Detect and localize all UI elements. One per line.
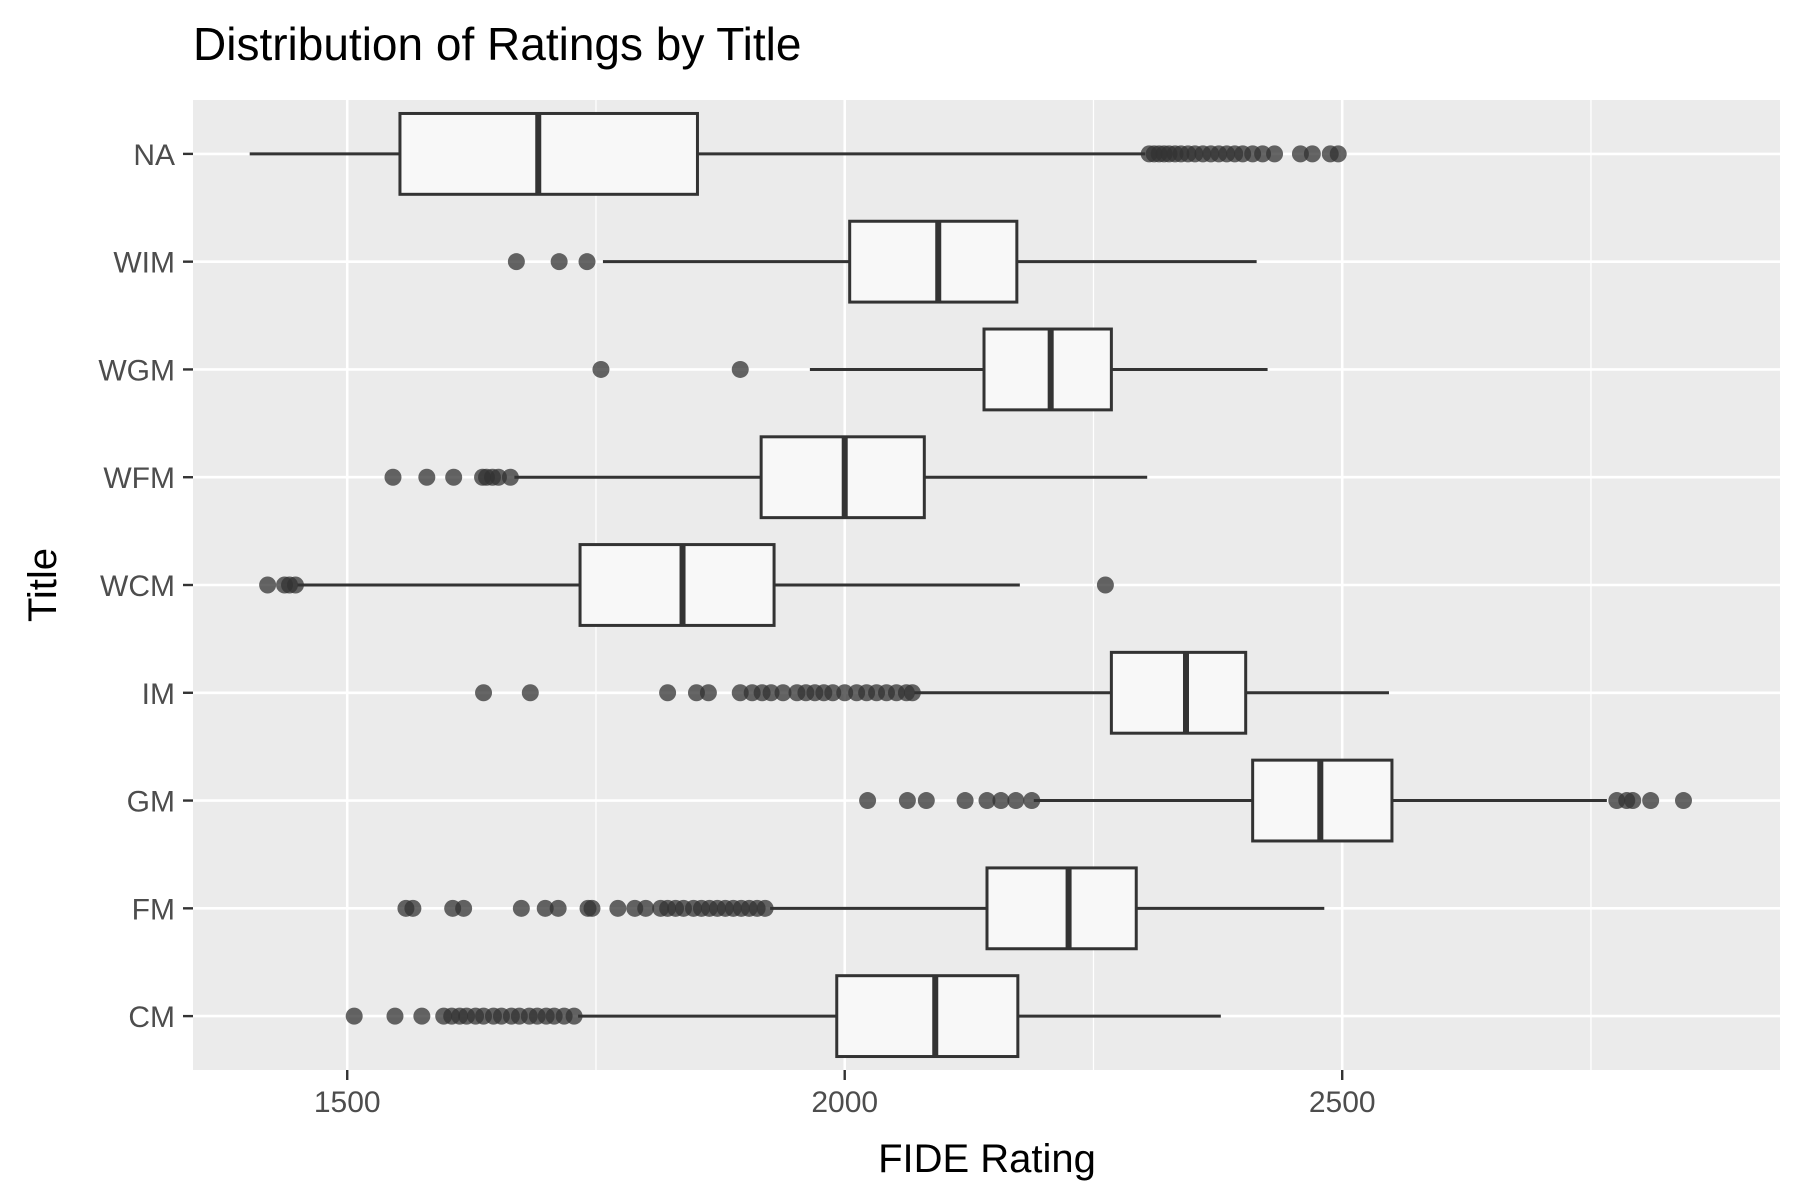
y-tick-label: GM: [127, 786, 175, 819]
y-axis: CM FM GM IM WCM WFM WGM WIM NA: [98, 139, 193, 1034]
box-series: [249, 111, 1692, 1059]
box-iqr: [848, 219, 1019, 304]
outlier-point: [1254, 145, 1272, 163]
box-cm: [345, 974, 1221, 1059]
box-wgm: [592, 327, 1268, 412]
x-axis-title: FIDE Rating: [878, 1137, 1096, 1181]
outlier-point: [501, 468, 519, 486]
outlier-point: [549, 899, 567, 917]
box-wcm: [259, 543, 1114, 627]
outlier-point: [1291, 145, 1309, 163]
x-tick-label: 1500: [314, 1086, 381, 1119]
outlier-point: [418, 468, 436, 486]
outlier-point: [762, 684, 780, 702]
y-axis-title: Title: [21, 548, 65, 622]
outlier-point: [836, 684, 854, 702]
x-axis: 1500 2000 2500: [314, 1070, 1376, 1119]
y-tick-label: WFM: [103, 462, 175, 495]
outlier-point: [731, 684, 749, 702]
outlier-point: [917, 792, 935, 810]
outlier-point: [578, 253, 596, 271]
outlier-point: [404, 899, 422, 917]
outlier-point: [345, 1007, 363, 1025]
y-tick-label: IM: [142, 678, 175, 711]
box-na: [249, 111, 1347, 196]
box-im: [475, 650, 1389, 735]
outlier-point: [521, 684, 539, 702]
outlier-point: [992, 792, 1010, 810]
chart-title: Distribution of Ratings by Title: [193, 18, 802, 70]
outlier-point: [1303, 145, 1321, 163]
outlier-point: [903, 684, 921, 702]
box-fm: [397, 866, 1325, 951]
x-tick-label: 2000: [811, 1086, 878, 1119]
outlier-point: [592, 360, 610, 378]
outlier-point: [413, 1007, 431, 1025]
outlier-point: [1642, 792, 1660, 810]
outlier-point: [475, 684, 493, 702]
y-tick-label: WIM: [113, 247, 175, 280]
outlier-point: [507, 253, 525, 271]
outlier-point: [565, 1007, 583, 1025]
outlier-point: [898, 792, 916, 810]
outlier-point: [1674, 792, 1692, 810]
outlier-point: [512, 899, 530, 917]
box-iqr: [578, 543, 776, 627]
outlier-point: [978, 792, 996, 810]
outlier-point: [609, 899, 627, 917]
outlier-point: [859, 792, 877, 810]
outlier-point: [455, 899, 473, 917]
outlier-point: [1266, 145, 1284, 163]
outlier-point: [731, 360, 749, 378]
box-iqr: [835, 974, 1020, 1059]
box-gm: [859, 758, 1692, 843]
outlier-point: [824, 684, 842, 702]
outlier-point: [489, 468, 507, 486]
y-tick-label: CM: [128, 1001, 175, 1034]
box-iqr: [985, 866, 1138, 951]
y-tick-label: WGM: [98, 354, 175, 387]
outlier-point: [1624, 792, 1642, 810]
outlier-point: [550, 253, 568, 271]
outlier-point: [259, 576, 277, 594]
outlier-point: [1329, 145, 1347, 163]
y-tick-label: WCM: [100, 570, 175, 603]
y-tick-label: FM: [132, 893, 175, 926]
outlier-point: [386, 1007, 404, 1025]
outlier-point: [1007, 792, 1025, 810]
outlier-point: [687, 684, 705, 702]
outlier-point: [583, 899, 601, 917]
outlier-point: [637, 899, 655, 917]
outlier-point: [956, 792, 974, 810]
outlier-point: [774, 684, 792, 702]
outlier-point: [699, 684, 717, 702]
outlier-point: [1023, 792, 1041, 810]
box-iqr: [1109, 650, 1248, 735]
box-wfm: [384, 435, 1148, 520]
outlier-point: [384, 468, 402, 486]
y-tick-label: NA: [133, 139, 175, 172]
outlier-point: [536, 899, 554, 917]
outlier-point: [445, 468, 463, 486]
outlier-point: [659, 684, 677, 702]
box-iqr: [398, 111, 699, 196]
box-wim: [507, 219, 1257, 304]
outlier-point: [1096, 576, 1114, 594]
outlier-point: [286, 576, 304, 594]
x-tick-label: 2500: [1309, 1086, 1376, 1119]
outlier-point: [756, 899, 774, 917]
